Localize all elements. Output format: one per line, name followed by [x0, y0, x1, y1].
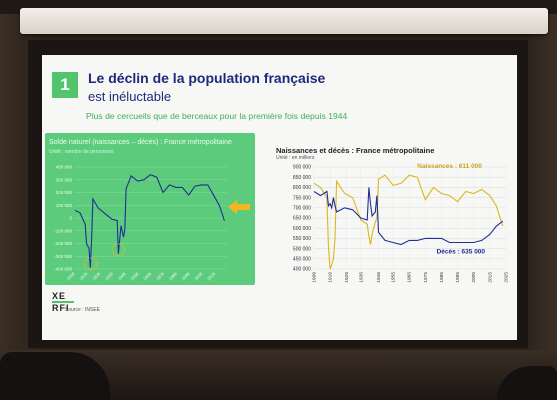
section-number-badge: 1: [52, 72, 78, 98]
left-y-tick-label: 400 000: [56, 165, 73, 170]
left-y-tick-label: 0: [69, 216, 72, 221]
births-line: [313, 174, 504, 270]
right-y-tick-label: 450 000: [293, 257, 311, 263]
right-y-tick-label: 850 000: [293, 175, 311, 181]
natural-balance-chart: 400 000 300 000 200 000 100 000 0 -100 000 -20…: [54, 165, 227, 282]
right-y-tick-label: 900 000: [293, 165, 311, 171]
left-x-tick-label: 1946: [117, 271, 128, 282]
ww1-highlight-circle: [83, 257, 97, 271]
left-y-tick-label: 100 000: [56, 203, 73, 208]
right-chart-unit: Unité : en milliers: [276, 155, 315, 161]
left-y-tick-label: -300 000: [54, 254, 72, 259]
right-x-tick-label: 2025: [504, 272, 510, 283]
left-x-tick-label: 1996: [181, 271, 192, 282]
right-y-tick-label: 800 000: [293, 185, 311, 191]
right-x-tick-label: 1965: [407, 272, 413, 283]
slide-title: Le déclin de la population française: [88, 70, 326, 86]
right-x-tick-label: 1926: [344, 272, 350, 283]
deaths-annotation: Décès : 635 000: [437, 249, 486, 256]
right-y-tick-label: 500 000: [293, 246, 311, 252]
logo-text-bottom: RFI: [52, 303, 70, 313]
left-x-tick-label: 1926: [91, 271, 102, 282]
left-y-tick-label: -100 000: [54, 228, 72, 233]
left-x-tick-label: 1956: [129, 271, 140, 282]
presentation-slide: 1 Le déclin de la population française e…: [42, 55, 517, 340]
slide-tagline: Plus de cercueils que de berceaux pour l…: [86, 111, 348, 121]
left-y-tick-label: -200 000: [54, 241, 72, 246]
left-x-tick-label: 1986: [168, 271, 179, 282]
right-y-tick-label: 550 000: [293, 236, 311, 242]
left-x-tick-label: 1936: [104, 271, 115, 282]
natural-balance-line: [74, 173, 225, 268]
left-x-tick-label: 1906: [66, 271, 77, 282]
right-y-tick-label: 400 000: [293, 267, 311, 273]
right-y-tick-label: 650 000: [293, 216, 311, 222]
slide-title-line2: est inéluctable: [88, 89, 172, 104]
left-y-tick-label: -400 000: [54, 267, 72, 272]
xerfi-logo: XE RFI: [52, 291, 74, 313]
right-x-tick-label: 1946: [376, 272, 382, 283]
logo-text-top: XE: [52, 291, 74, 303]
left-x-tick-label: 1976: [155, 271, 166, 282]
audience-seat-left: [0, 352, 110, 400]
left-x-tick-label: 2006: [193, 271, 204, 282]
right-x-tick-label: 1935: [358, 272, 364, 283]
room-wall-right: [527, 14, 557, 400]
right-y-tick-label: 600 000: [293, 226, 311, 232]
right-x-tick-label: 1955: [391, 272, 397, 283]
right-x-tick-label: 1916: [328, 272, 334, 283]
left-x-tick-label: 1916: [78, 271, 89, 282]
left-x-tick-label: 1966: [142, 271, 153, 282]
right-x-tick-label: 1995: [455, 272, 461, 283]
right-y-tick-label: 750 000: [293, 195, 311, 201]
right-x-tick-label: 1975: [423, 272, 429, 283]
left-x-tick-label: 2016: [206, 271, 217, 282]
natural-balance-panel: Solde naturel (naissances – décès) : Fra…: [45, 133, 255, 285]
right-y-tick-label: 700 000: [293, 206, 311, 212]
ww2-highlight-circle: [111, 243, 125, 257]
right-x-tick-label: 2015: [487, 272, 493, 283]
source-note: Source : INSEE: [65, 307, 101, 313]
arrow-left-icon: [228, 200, 250, 214]
right-x-tick-label: 1906: [312, 272, 318, 283]
deaths-line: [313, 187, 504, 246]
left-y-tick-label: 200 000: [56, 190, 73, 195]
left-chart-unit: Unité : nombre de personnes: [49, 149, 114, 155]
births-annotation: Naissances : 611 000: [417, 163, 482, 170]
left-y-tick-label: 300 000: [56, 177, 73, 182]
projector-housing: [20, 8, 548, 34]
right-x-tick-label: 1985: [439, 272, 445, 283]
left-chart-title: Solde naturel (naissances – décès) : Fra…: [49, 139, 232, 146]
births-deaths-chart: 900 000 850 000 800 000 750 000 700 000 650 0…: [293, 163, 510, 283]
right-chart-title: Naissances et décès : France métropolita…: [276, 146, 435, 155]
right-x-tick-label: 2005: [471, 272, 477, 283]
